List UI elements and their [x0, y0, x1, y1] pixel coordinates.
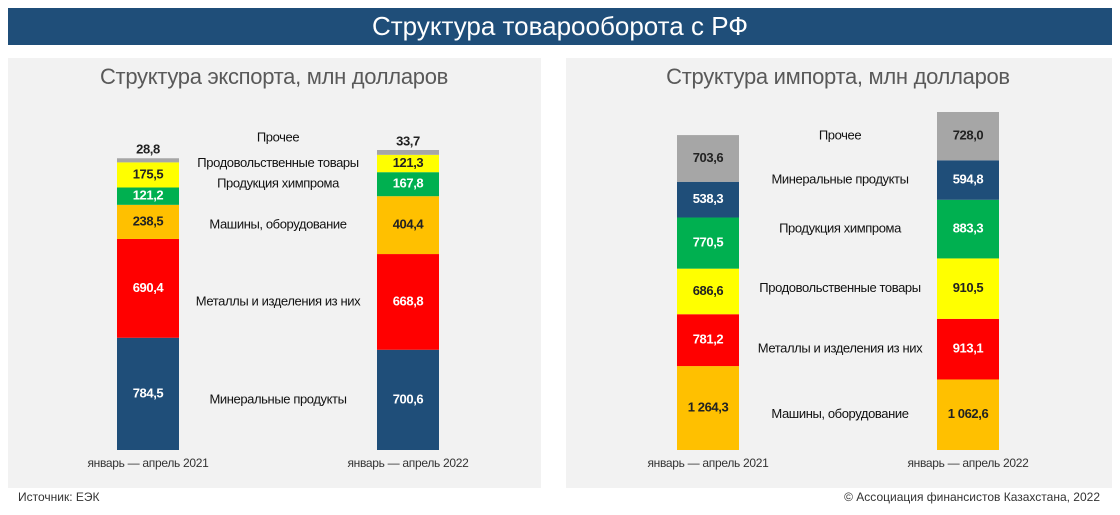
- value-label: 167,8: [393, 176, 424, 191]
- bar-segment: [937, 112, 999, 161]
- chart-subtitle: Структура экспорта, млн долларов: [100, 64, 448, 89]
- bar-segment: [937, 258, 999, 319]
- value-label: 700,6: [393, 391, 424, 406]
- page-title: Структура товарооборота с РФ: [372, 11, 748, 41]
- value-label: 703,6: [693, 150, 724, 165]
- legend-label: Продовольственные товары: [197, 155, 358, 170]
- bar-segment: [677, 181, 739, 218]
- value-label: 33,7: [396, 133, 420, 148]
- value-label: 668,8: [393, 293, 424, 308]
- value-label: 913,1: [953, 341, 984, 356]
- legend-label: Продовольственные товары: [759, 280, 920, 295]
- bar-segment: [937, 318, 999, 380]
- bar-segment: [117, 337, 179, 450]
- panel: [566, 58, 1112, 488]
- bar-segment: [677, 366, 739, 450]
- copyright: © Ассоциация финансистов Казахстана, 202…: [844, 490, 1100, 504]
- bar-segment: [937, 379, 999, 450]
- value-label: 594,8: [953, 171, 984, 186]
- chart-subtitle: Структура импорта, млн долларов: [666, 64, 1010, 89]
- bar-segment: [117, 204, 179, 239]
- legend-label: Машины, оборудование: [771, 406, 908, 421]
- panel: [8, 58, 541, 488]
- legend-label: Прочее: [257, 129, 300, 144]
- bar-segment: [377, 150, 439, 155]
- bar-segment: [937, 160, 999, 200]
- bar-segment: [117, 158, 179, 163]
- bar-segment: [377, 254, 439, 350]
- x-tick-label: январь — апрель 2022: [347, 456, 469, 470]
- legend-label: Продукция химпрома: [779, 221, 902, 236]
- value-label: 121,2: [133, 188, 164, 203]
- value-label: 770,5: [693, 235, 724, 250]
- value-label: 883,3: [953, 221, 984, 236]
- value-label: 404,4: [393, 217, 425, 232]
- bar-segment: [677, 217, 739, 269]
- x-tick-label: январь — апрель 2021: [87, 456, 209, 470]
- bar-segment: [117, 162, 179, 188]
- value-label: 690,4: [133, 280, 165, 295]
- legend-label: Минеральные продукты: [771, 171, 908, 186]
- bar-segment: [377, 349, 439, 450]
- legend-label: Металлы и изделения из них: [196, 293, 361, 308]
- value-label: 175,5: [133, 166, 164, 181]
- bar-segment: [677, 135, 739, 182]
- bar-segment: [677, 268, 739, 315]
- legend-label: Машины, оборудование: [209, 217, 346, 232]
- legend-label: Минеральные продукты: [209, 391, 346, 406]
- legend-label: Металлы и изделения из них: [758, 341, 923, 356]
- source: Источник: ЕЭК: [18, 490, 100, 504]
- x-tick-label: январь — апрель 2021: [647, 456, 769, 470]
- value-label: 728,0: [953, 128, 984, 143]
- value-label: 910,5: [953, 280, 984, 295]
- legend-label: Продукция химпрома: [217, 176, 340, 191]
- legend-label: Прочее: [819, 128, 862, 143]
- value-label: 1 264,3: [688, 399, 729, 414]
- value-label: 28,8: [136, 142, 160, 157]
- value-label: 121,3: [393, 155, 424, 170]
- value-label: 686,6: [693, 283, 724, 298]
- bar-segment: [117, 187, 179, 205]
- value-label: 784,5: [133, 385, 164, 400]
- bar-segment: [377, 154, 439, 173]
- value-label: 238,5: [133, 213, 164, 228]
- header-bar: [8, 8, 1112, 45]
- x-tick-label: январь — апрель 2022: [907, 456, 1029, 470]
- bar-segment: [677, 314, 739, 367]
- value-label: 1 062,6: [948, 406, 989, 421]
- bar-segment: [117, 238, 179, 338]
- value-label: 538,3: [693, 191, 724, 206]
- value-label: 781,2: [693, 332, 724, 347]
- bar-segment: [377, 196, 439, 255]
- bar-segment: [937, 199, 999, 259]
- bar-segment: [377, 172, 439, 197]
